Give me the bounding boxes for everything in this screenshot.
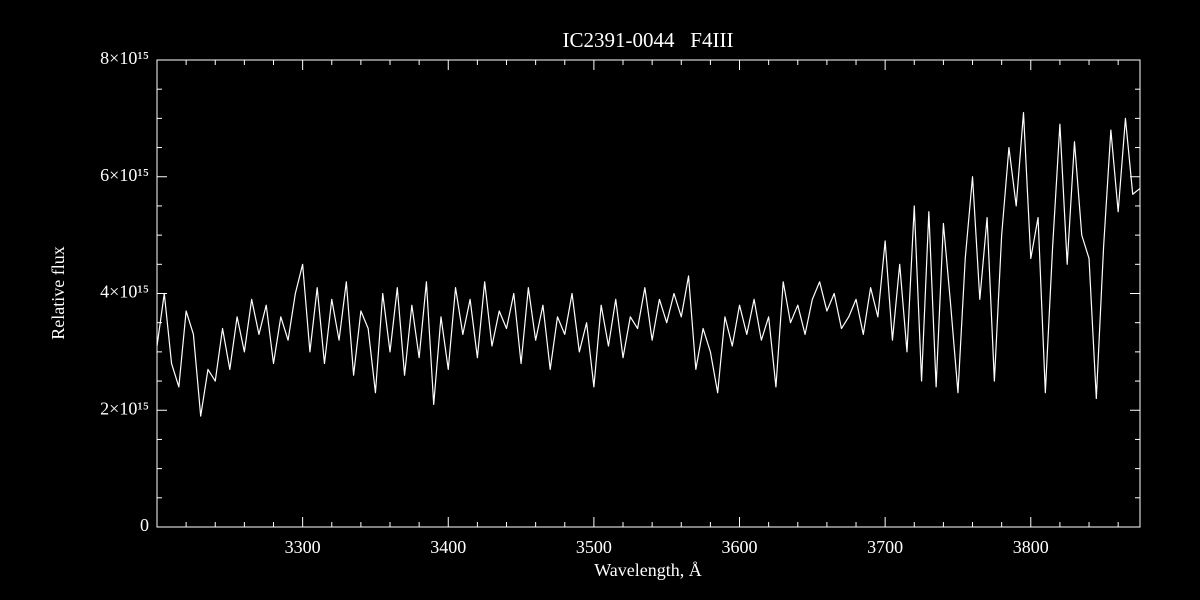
x-tick-label: 3500	[576, 537, 612, 557]
chart-title: IC2391-0044 F4III	[563, 28, 734, 52]
x-tick-label: 3400	[430, 537, 466, 557]
y-tick-label: 6×10¹⁵	[100, 165, 149, 185]
x-axis-label: Wavelength, Å	[594, 560, 702, 580]
spectrum-line	[156, 111, 1141, 417]
x-tick-label: 3600	[722, 537, 758, 557]
y-tick-label: 2×10¹⁵	[100, 398, 149, 418]
x-tick-label: 3700	[867, 537, 903, 557]
x-tick-label: 3300	[285, 537, 321, 557]
y-axis-label: Relative flux	[48, 246, 68, 339]
y-tick-label: 0	[140, 515, 149, 535]
x-tick-label: 3800	[1013, 537, 1049, 557]
y-tick-label: 8×10¹⁵	[100, 48, 149, 68]
y-tick-label: 4×10¹⁵	[100, 282, 149, 302]
